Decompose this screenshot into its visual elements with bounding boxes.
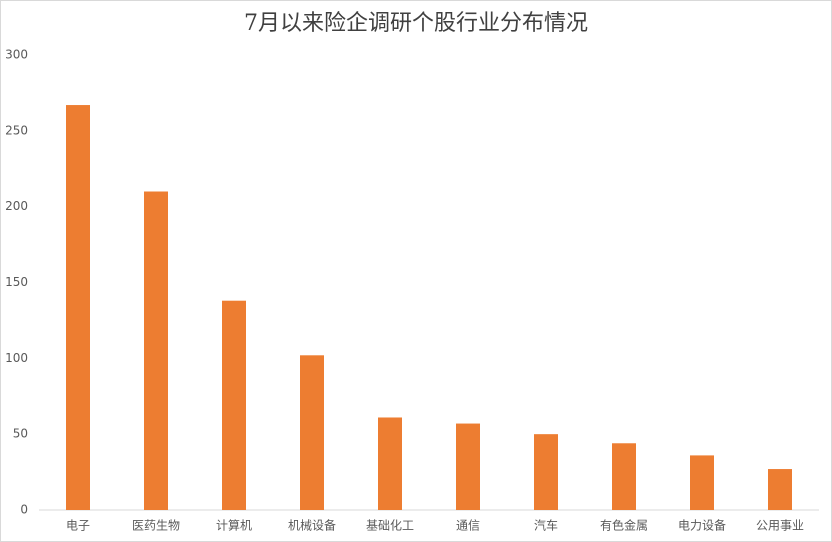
x-tick-label: 基础化工 (366, 519, 414, 533)
bar (612, 443, 636, 510)
bar (456, 423, 480, 510)
y-tick-label: 150 (5, 275, 28, 289)
y-tick-label: 100 (5, 351, 28, 365)
bar (144, 191, 168, 510)
x-tick-label: 公用事业 (756, 519, 804, 533)
x-tick-label: 医药生物 (132, 519, 180, 533)
x-tick-label: 计算机 (216, 518, 252, 533)
bar (534, 434, 558, 510)
y-tick-label: 300 (5, 48, 28, 62)
bar (690, 455, 714, 510)
chart-title: 7月以来险企调研个股行业分布情况 (244, 11, 588, 36)
y-tick-label: 200 (5, 199, 28, 213)
y-tick-label: 50 (13, 427, 28, 441)
y-tick-label: 250 (5, 123, 28, 137)
bar (378, 417, 402, 510)
x-tick-label: 有色金属 (600, 518, 648, 533)
bar (66, 105, 90, 511)
x-tick-label: 电子 (66, 519, 90, 533)
x-tick-label: 机械设备 (288, 518, 336, 533)
bar (768, 469, 792, 510)
x-tick-label: 汽车 (534, 518, 558, 533)
x-tick-label: 通信 (456, 519, 480, 533)
x-tick-label: 电力设备 (678, 519, 726, 533)
bar (300, 355, 324, 510)
y-tick-label: 0 (20, 503, 28, 517)
bar (222, 300, 246, 510)
